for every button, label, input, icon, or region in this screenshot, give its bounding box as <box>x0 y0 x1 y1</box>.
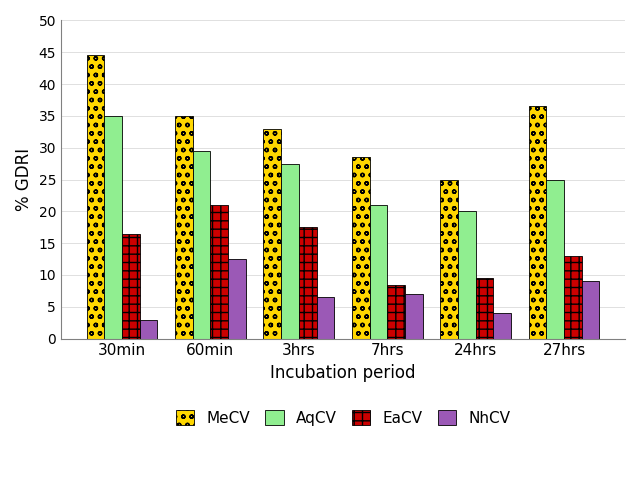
Bar <box>193 151 211 338</box>
Bar <box>281 164 299 338</box>
Bar <box>317 297 334 338</box>
Bar <box>140 320 157 338</box>
X-axis label: Incubation period: Incubation period <box>270 364 416 382</box>
Y-axis label: % GDRI: % GDRI <box>15 148 33 211</box>
Bar <box>387 285 405 338</box>
Bar <box>369 205 387 338</box>
Bar <box>122 234 140 338</box>
Legend: MeCV, AqCV, EaCV, NhCV: MeCV, AqCV, EaCV, NhCV <box>170 404 516 432</box>
Bar <box>582 281 600 338</box>
Bar <box>211 205 228 338</box>
Bar <box>458 211 476 338</box>
Bar <box>529 107 547 338</box>
Bar <box>564 256 582 338</box>
Bar <box>104 116 122 338</box>
Bar <box>86 56 104 338</box>
Bar <box>228 259 246 338</box>
Bar <box>405 294 422 338</box>
Bar <box>547 180 564 338</box>
Bar <box>352 157 369 338</box>
Bar <box>264 129 281 338</box>
Bar <box>299 228 317 338</box>
Bar <box>440 180 458 338</box>
Bar <box>476 278 493 338</box>
Bar <box>175 116 193 338</box>
Bar <box>493 313 511 338</box>
